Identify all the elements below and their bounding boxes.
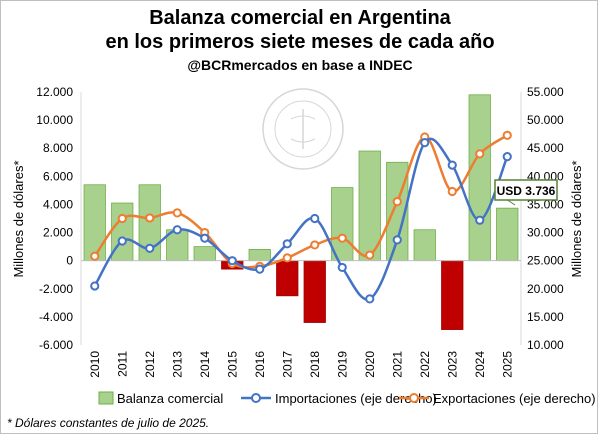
chart-subtitle: en los primeros siete meses de cada año <box>105 31 495 53</box>
point-exportaciones-2012 <box>145 213 155 223</box>
point-exportaciones-2024 <box>475 149 485 159</box>
x-tick-label: 2021 <box>390 351 404 378</box>
left-tick-label: -6.000 <box>39 338 73 352</box>
legend-swatch-balanza <box>98 391 114 405</box>
x-tick-label: 2012 <box>143 351 157 378</box>
bar-balanza-2017 <box>276 260 299 297</box>
point-importaciones-2015 <box>227 256 237 266</box>
x-tick-label: 2023 <box>445 351 459 378</box>
bar-balanza-2010 <box>83 184 106 262</box>
point-exportaciones-2021 <box>392 197 402 207</box>
line-exportaciones <box>93 134 508 269</box>
x-tick-label: 2017 <box>280 351 294 378</box>
right-tick-label: 25.000 <box>527 254 564 268</box>
left-tick-label: 6.000 <box>43 169 73 183</box>
left-tick-label: 2.000 <box>43 226 73 240</box>
value-callout: USD 3.736 <box>494 179 558 206</box>
bar-balanza-2014 <box>193 246 216 262</box>
point-exportaciones-2025 <box>502 130 512 140</box>
left-tick-label: -4.000 <box>39 310 73 324</box>
right-tick-label: 15.000 <box>527 310 564 324</box>
right-tick-label: 50.000 <box>527 113 564 127</box>
point-exportaciones-2023 <box>447 186 457 197</box>
left-tick-label: -2.000 <box>39 282 73 296</box>
x-tick-label: 2025 <box>500 351 514 378</box>
x-tick-label: 2010 <box>88 351 102 378</box>
right-tick-label: 55.000 <box>527 85 564 99</box>
point-importaciones-2018 <box>310 213 320 224</box>
x-tick-label: 2018 <box>308 351 322 378</box>
point-importaciones-2017 <box>282 239 292 249</box>
bar-balanza-2025 <box>496 207 519 262</box>
right-tick-label: 35.000 <box>527 197 564 211</box>
point-importaciones-2013 <box>172 225 182 235</box>
point-exportaciones-2010 <box>90 251 100 261</box>
left-tick-label: 0 <box>66 254 73 268</box>
point-importaciones-2020 <box>365 294 375 304</box>
bar-balanza-2018 <box>303 260 326 323</box>
bar-balanza-2024 <box>468 94 491 262</box>
bar-balanza-2019 <box>331 187 354 262</box>
right-tick-label: 10.000 <box>527 338 564 352</box>
chart-title: Balanza comercial en Argentina <box>149 7 451 29</box>
x-tick-label: 2015 <box>225 351 239 378</box>
point-importaciones-2010 <box>90 281 100 291</box>
legend-label-balanza: Balanza comercial <box>117 391 223 406</box>
point-importaciones-2024 <box>475 215 485 225</box>
y-axis-label-left: Millones de dólares* <box>11 160 26 277</box>
legend-marker-exportaciones <box>409 393 419 403</box>
x-tick-label: 2013 <box>170 351 184 378</box>
x-tick-label: 2020 <box>363 351 377 378</box>
right-tick-label: 45.000 <box>527 141 564 155</box>
right-tick-label: 20.000 <box>527 282 564 296</box>
left-tick-label: 10.000 <box>36 113 73 127</box>
point-importaciones-2019 <box>337 262 347 273</box>
x-tick-label: 2019 <box>335 351 349 378</box>
right-tick-label: 30.000 <box>527 226 564 240</box>
legend-marker-importaciones <box>251 393 261 403</box>
chart-source: @BCRmercados en base a INDEC <box>187 57 413 73</box>
point-exportaciones-2018 <box>310 240 320 250</box>
point-exportaciones-2017 <box>282 253 292 263</box>
point-importaciones-2011 <box>117 236 127 246</box>
x-tick-label: 2022 <box>418 351 432 378</box>
legend: Balanza comercial Importaciones (eje der… <box>98 391 596 406</box>
x-tick-label: 2016 <box>253 351 267 378</box>
legend-label-importaciones: Importaciones (eje derecho) <box>275 391 437 406</box>
point-importaciones-2016 <box>255 264 265 274</box>
point-importaciones-2012 <box>145 243 155 253</box>
point-importaciones-2025 <box>502 152 512 162</box>
point-importaciones-2021 <box>392 235 402 245</box>
left-tick-label: 4.000 <box>43 197 73 211</box>
left-tick-label: 8.000 <box>43 141 73 155</box>
footnote: * Dólares constantes de julio de 2025. <box>7 416 210 430</box>
x-tick-label: 2024 <box>473 351 487 378</box>
bar-balanza-2023 <box>441 260 464 330</box>
point-importaciones-2022 <box>420 138 430 148</box>
bar-balanza-2016 <box>248 249 271 262</box>
value-callout-label: USD 3.736 <box>497 184 556 198</box>
y-axis-label-right: Millones de dólares* <box>569 160 584 277</box>
point-exportaciones-2011 <box>117 213 127 224</box>
seal-watermark <box>262 88 344 170</box>
point-importaciones-2014 <box>200 233 210 243</box>
x-tick-label: 2014 <box>198 351 212 378</box>
legend-label-exportaciones: Exportaciones (eje derecho) <box>433 391 596 406</box>
point-exportaciones-2013 <box>172 208 182 218</box>
bar-balanza-2022 <box>413 229 436 262</box>
point-importaciones-2023 <box>447 160 457 170</box>
point-exportaciones-2020 <box>365 250 375 260</box>
x-tick-label: 2011 <box>115 351 129 377</box>
left-tick-label: 12.000 <box>36 85 73 99</box>
point-exportaciones-2019 <box>337 233 347 243</box>
